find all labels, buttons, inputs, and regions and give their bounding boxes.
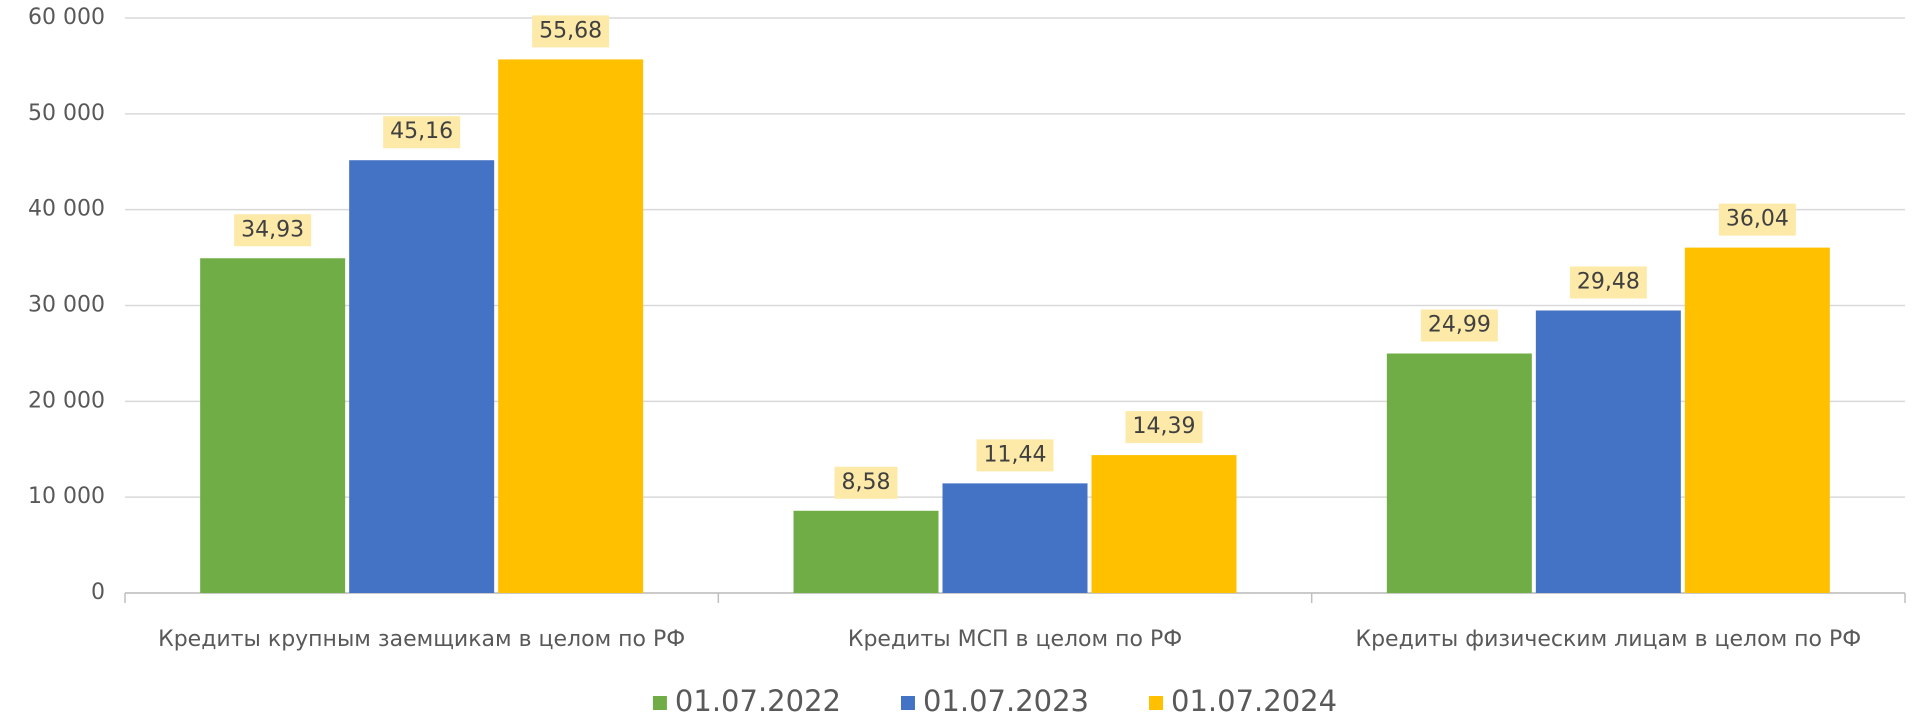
bar <box>1091 455 1237 593</box>
bar <box>793 510 939 593</box>
data-label: 14,39 <box>1133 414 1196 439</box>
x-tick-label: Кредиты МСП в целом по РФ <box>848 627 1182 652</box>
data-label-bg <box>383 116 461 149</box>
data-label-bg <box>532 15 610 48</box>
y-tick-label: 60 000 <box>28 5 105 30</box>
y-tick-label: 20 000 <box>28 388 105 413</box>
bar <box>200 258 346 593</box>
data-label-bg <box>234 214 312 247</box>
bar <box>498 59 644 593</box>
data-label-bg <box>1420 309 1498 342</box>
legend-swatch <box>1149 696 1164 710</box>
bar <box>1535 310 1681 593</box>
data-label: 45,16 <box>390 119 453 144</box>
bar <box>1684 247 1830 593</box>
y-tick-label: 40 000 <box>28 197 105 222</box>
data-label: 8,58 <box>842 470 891 495</box>
y-tick-label: 30 000 <box>28 293 105 318</box>
data-label: 55,68 <box>539 18 602 43</box>
legend-swatch <box>652 696 667 710</box>
data-label-bg <box>1125 411 1203 444</box>
legend-swatch <box>900 696 915 710</box>
data-label: 29,48 <box>1577 269 1640 294</box>
data-label: 36,04 <box>1726 207 1789 232</box>
y-tick-label: 10 000 <box>28 484 105 509</box>
legend-label: 01.07.2023 <box>923 684 1089 718</box>
y-tick-label: 0 <box>91 580 105 605</box>
data-label-bg <box>1569 266 1647 299</box>
data-label-bg <box>834 466 898 499</box>
x-tick-label: Кредиты крупным заемщикам в целом по РФ <box>158 627 685 652</box>
bar <box>349 160 495 593</box>
x-tick-label: Кредиты физическим лицам в целом по РФ <box>1355 627 1861 652</box>
legend-label: 01.07.2022 <box>675 684 841 718</box>
data-label-bg <box>976 439 1054 472</box>
data-label: 34,93 <box>241 217 304 242</box>
bar <box>1386 353 1532 593</box>
data-label-bg <box>1718 203 1796 236</box>
legend-label: 01.07.2024 <box>1171 684 1337 718</box>
data-label: 11,44 <box>984 442 1047 467</box>
y-tick-label: 50 000 <box>28 101 105 126</box>
data-label: 24,99 <box>1428 313 1491 338</box>
bar <box>942 483 1088 593</box>
